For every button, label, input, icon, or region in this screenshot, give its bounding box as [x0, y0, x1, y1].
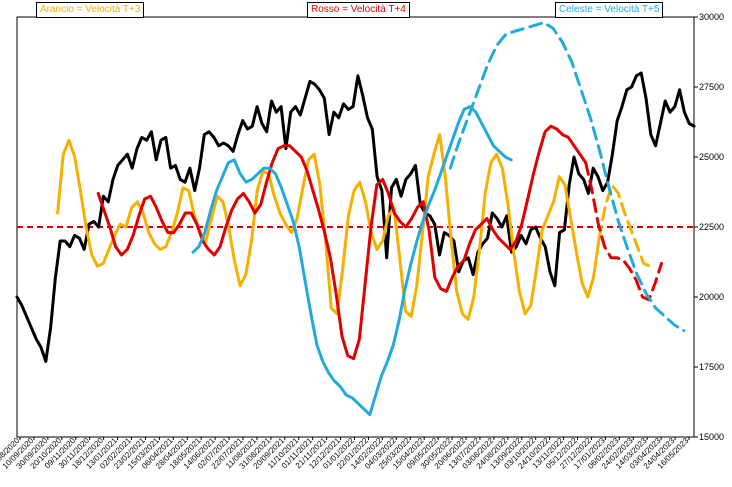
- x-axis: 21/08/202010/09/202030/09/202020/10/2020…: [0, 436, 691, 471]
- y-tick-label: 25000: [699, 152, 724, 162]
- legend-t5-label: Celeste = Velocità T+5: [559, 4, 660, 15]
- y-tick-label: 20000: [699, 292, 724, 302]
- y-axis: 15000 17500 20000 22500 25000 27500 30000: [694, 12, 724, 442]
- y-tick-label: 15000: [699, 432, 724, 442]
- y-tick-label: 27500: [699, 82, 724, 92]
- y-tick-label: 22500: [699, 222, 724, 232]
- series-index-solid-line: [15, 71, 696, 363]
- series-lines: [15, 21, 696, 417]
- legend-t3: Arancio = Velocità T+3: [36, 2, 145, 18]
- legend-t3-label: Arancio = Velocità T+3: [40, 4, 141, 15]
- legend-t5: Celeste = Velocità T+5: [555, 2, 664, 18]
- y-tick-label: 17500: [699, 362, 724, 372]
- series-T5-solid-line: [191, 105, 513, 417]
- series-T3-dashed-line: [597, 183, 652, 268]
- series-T5-dashed-line: [448, 21, 686, 333]
- series-T4-solid-line: [96, 124, 588, 361]
- y-tick-label: 30000: [699, 12, 724, 22]
- legend-t4-label: Rosso = Velocità T+4: [311, 4, 406, 15]
- series-T3-solid-line: [56, 133, 601, 321]
- legend-t4: Rosso = Velocità T+4: [307, 2, 410, 18]
